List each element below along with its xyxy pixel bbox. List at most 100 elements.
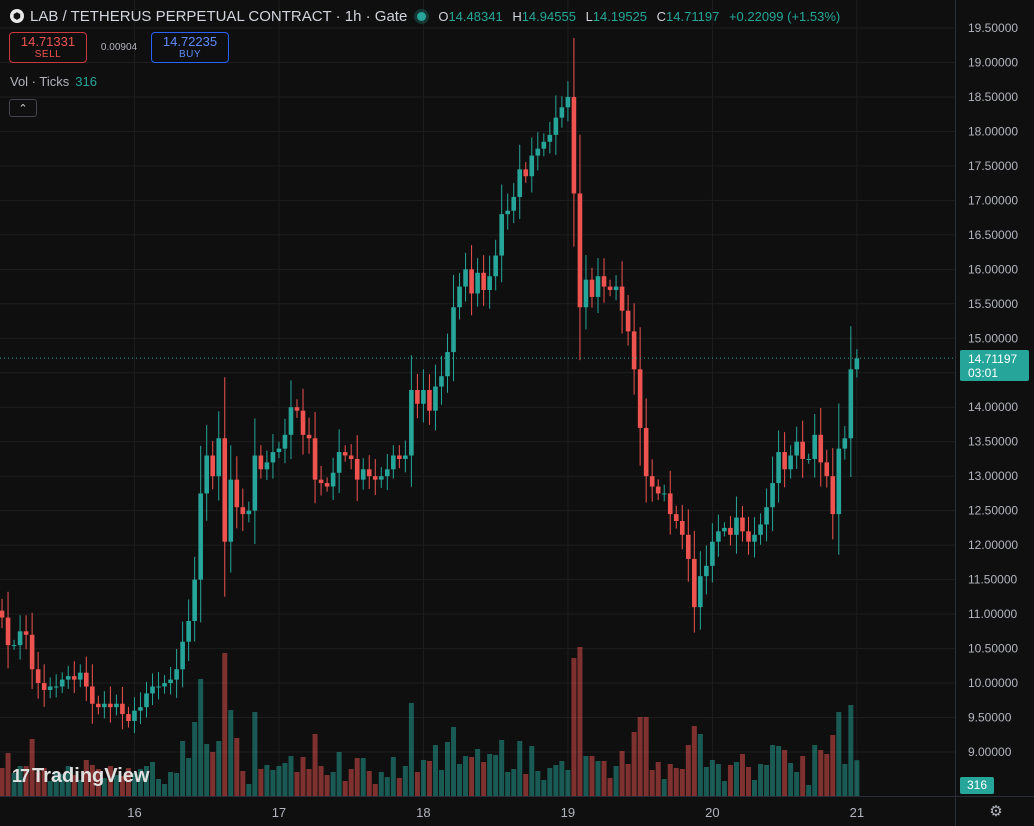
buy-price: 14.72235	[162, 33, 218, 49]
volume-legend[interactable]: Vol · Ticks 316	[10, 74, 97, 89]
volume-bar	[830, 735, 836, 796]
candle-body	[463, 269, 468, 287]
time-axis[interactable]: 16 17 18 19 20 21	[127, 805, 864, 820]
candle-body	[84, 672, 89, 687]
candle-body	[156, 686, 161, 688]
sell-label: SELL	[34, 49, 62, 61]
candle-body	[77, 672, 83, 680]
candle-body	[595, 276, 601, 297]
volume-bars	[0, 647, 860, 796]
candle-body	[288, 407, 294, 435]
candle-body	[348, 455, 354, 459]
candle-body	[788, 455, 793, 470]
volume-bar	[517, 741, 523, 796]
volume-bar	[553, 765, 559, 796]
collapse-legend-button[interactable]: ⌃	[9, 99, 37, 117]
volume-bar	[475, 749, 481, 796]
volume-bar	[294, 772, 300, 796]
candle-body	[517, 169, 523, 197]
volume-bar	[216, 741, 222, 796]
candle-body	[667, 493, 673, 515]
candle-body	[108, 703, 113, 708]
volume-bar	[17, 766, 23, 796]
tradingview-watermark[interactable]: 17 TradingView	[12, 765, 149, 788]
candle-body	[505, 210, 510, 215]
y-tick-label: 9.00000	[968, 745, 1012, 759]
volume-bar	[721, 781, 727, 796]
candle-body	[138, 707, 143, 711]
candle-body	[830, 476, 836, 515]
volume-bar	[354, 758, 360, 796]
volume-bar	[77, 780, 83, 796]
candle-body	[824, 462, 830, 477]
buy-button[interactable]: 14.72235 BUY	[151, 32, 229, 63]
candle-body	[565, 96, 571, 108]
volume-bar	[282, 763, 288, 796]
candle-body	[228, 479, 234, 542]
volume-bar	[366, 771, 372, 796]
candle-body	[613, 286, 619, 291]
candle-body	[842, 438, 848, 449]
volume-bar	[210, 752, 216, 796]
volume-bar	[727, 765, 733, 796]
volume-bar	[649, 770, 655, 796]
volume-bar	[733, 762, 739, 796]
volume-bar	[432, 745, 438, 796]
candle-body	[740, 517, 745, 532]
volume-bar	[457, 764, 463, 796]
settings-gear-icon[interactable]: ⚙	[989, 803, 1003, 820]
candle-body	[65, 676, 71, 680]
sell-button[interactable]: 14.71331 SELL	[9, 32, 87, 63]
candle-body	[204, 455, 209, 494]
candle-body	[553, 117, 559, 135]
candle-body	[583, 279, 589, 308]
y-tick-label: 15.00000	[968, 331, 1018, 345]
price-axis[interactable]: 9.00000 9.50000 10.00000 10.50000 11.00000 11…	[968, 21, 1018, 759]
volume-bar	[125, 768, 131, 796]
volume-bar	[47, 781, 53, 796]
volume-bar	[264, 765, 270, 796]
volume-bar	[330, 772, 336, 796]
candle-body	[192, 579, 197, 621]
volume-bar	[270, 770, 276, 796]
candle-body	[451, 307, 456, 353]
volume-bar	[384, 777, 390, 796]
candle-body	[336, 452, 342, 473]
candle-body	[162, 683, 167, 687]
y-tick-label: 14.00000	[968, 400, 1018, 414]
volume-bar	[637, 717, 643, 796]
volume-bar	[288, 756, 294, 796]
volume-bar	[806, 785, 812, 796]
symbol-title[interactable]: LAB / TETHERUS PERPETUAL CONTRACT · 1h ·…	[30, 7, 408, 25]
volume-bar	[144, 766, 149, 796]
candle-body	[324, 483, 330, 487]
volume-bar	[481, 762, 487, 796]
volume-bar	[673, 768, 679, 796]
candle-body	[794, 441, 799, 456]
candle-body	[625, 310, 631, 332]
volume-bar	[83, 760, 89, 796]
candle-body	[764, 507, 769, 525]
volume-bar	[565, 770, 571, 796]
volume-bar	[854, 760, 860, 796]
candle-body	[806, 458, 811, 460]
candle-body	[354, 458, 360, 480]
candle-body	[800, 441, 805, 459]
candles	[0, 37, 860, 734]
y-tick-label: 11.00000	[968, 607, 1017, 621]
volume-bar	[541, 780, 547, 796]
close-label: C	[656, 8, 667, 24]
y-tick-label: 11.50000	[968, 573, 1017, 587]
candle-body	[71, 676, 77, 680]
volume-bar	[101, 778, 107, 796]
candle-body	[186, 620, 191, 642]
candle-body	[258, 455, 264, 470]
volume-bar	[739, 754, 745, 796]
volume-bar	[583, 756, 589, 796]
volume-bar	[463, 756, 469, 796]
y-tick-label: 13.50000	[968, 435, 1018, 449]
volume-bar	[601, 761, 607, 796]
candle-body	[571, 96, 577, 194]
